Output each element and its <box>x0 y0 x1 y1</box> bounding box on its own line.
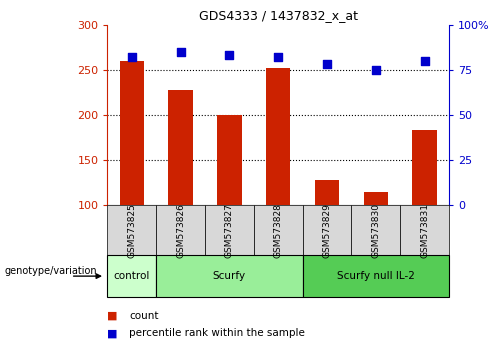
Bar <box>412 130 437 205</box>
Point <box>323 62 331 67</box>
Text: GSM573829: GSM573829 <box>323 202 331 258</box>
Point <box>128 55 136 60</box>
Bar <box>266 68 290 205</box>
Text: control: control <box>114 271 150 281</box>
Text: Scurfy: Scurfy <box>213 271 246 281</box>
Text: Scurfy null IL-2: Scurfy null IL-2 <box>337 271 415 281</box>
Text: percentile rank within the sample: percentile rank within the sample <box>129 328 305 338</box>
Text: GSM573830: GSM573830 <box>371 202 380 258</box>
Text: genotype/variation: genotype/variation <box>5 266 98 276</box>
Bar <box>364 192 388 205</box>
Bar <box>315 180 339 205</box>
Bar <box>120 61 144 205</box>
Bar <box>168 90 193 205</box>
Title: GDS4333 / 1437832_x_at: GDS4333 / 1437832_x_at <box>199 9 358 22</box>
Text: GSM573827: GSM573827 <box>225 202 234 258</box>
Text: ■: ■ <box>107 328 122 338</box>
Text: GSM573826: GSM573826 <box>176 202 185 258</box>
Point <box>421 58 428 64</box>
Text: ■: ■ <box>107 310 122 321</box>
Text: GSM573828: GSM573828 <box>274 202 283 258</box>
Text: GSM573831: GSM573831 <box>420 202 429 258</box>
Point <box>225 53 233 58</box>
Text: count: count <box>129 310 159 321</box>
Point <box>177 49 184 55</box>
Bar <box>217 115 242 205</box>
Point <box>372 67 380 73</box>
Text: GSM573825: GSM573825 <box>127 202 136 258</box>
Point <box>274 55 282 60</box>
